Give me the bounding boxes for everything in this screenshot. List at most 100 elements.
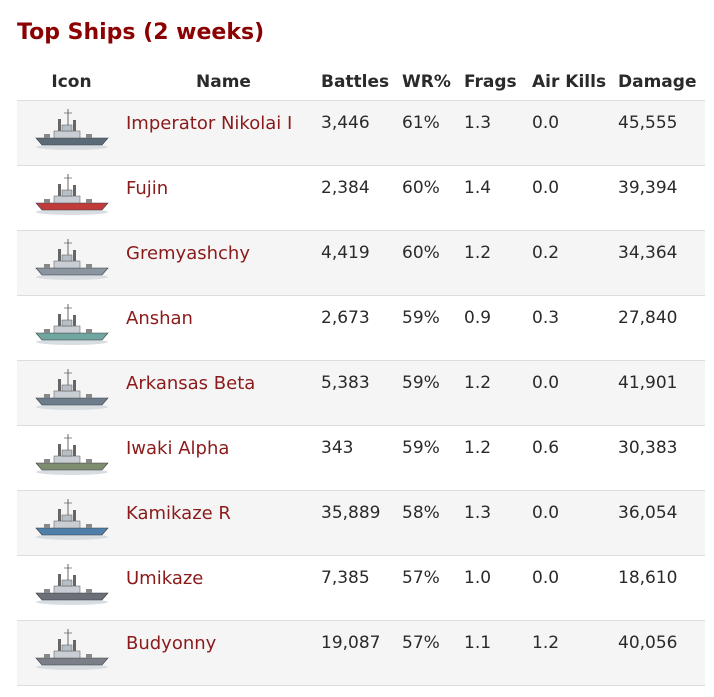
ship-name-cell: Gremyashchy bbox=[126, 230, 321, 296]
ship-icon-cell bbox=[17, 360, 126, 426]
frags-cell: 1.3 bbox=[464, 490, 532, 556]
ship-name-cell: Arkansas Beta bbox=[126, 360, 321, 426]
ship-name-cell: Imperator Nikolai I bbox=[126, 100, 321, 166]
table-header-row: Icon Name Battles WR% Frags Air Kills Da… bbox=[17, 63, 705, 101]
column-header-icon[interactable]: Icon bbox=[17, 63, 126, 101]
battles-cell: 2,384 bbox=[321, 165, 402, 231]
damage-cell: 18,610 bbox=[618, 555, 705, 621]
battles-cell: 7,385 bbox=[321, 555, 402, 621]
wr-cell: 59% bbox=[402, 425, 464, 491]
frags-cell: 0.9 bbox=[464, 295, 532, 361]
air-kills-cell: 0.0 bbox=[532, 555, 618, 621]
ship-name-cell: Fujin bbox=[126, 165, 321, 231]
wr-cell: 59% bbox=[402, 295, 464, 361]
ship-name-cell: Budyonny bbox=[126, 620, 321, 686]
ship-icon-cell bbox=[17, 295, 126, 361]
column-header-battles[interactable]: Battles bbox=[321, 63, 402, 101]
ship-icon-cell bbox=[17, 555, 126, 621]
damage-cell: 45,555 bbox=[618, 100, 705, 166]
ship-icon-cell bbox=[17, 230, 126, 296]
column-header-air-kills[interactable]: Air Kills bbox=[532, 63, 618, 101]
ship-name-cell: Iwaki Alpha bbox=[126, 425, 321, 491]
table-row[interactable]: Imperator Nikolai I 3,446 61% 1.3 0.0 45,555 bbox=[17, 100, 705, 166]
damage-cell: 39,394 bbox=[618, 165, 705, 231]
ship-name-link[interactable]: Anshan bbox=[126, 308, 193, 329]
ship-name-cell: Kamikaze R bbox=[126, 490, 321, 556]
damage-cell: 41,901 bbox=[618, 360, 705, 426]
frags-cell: 1.3 bbox=[464, 100, 532, 166]
column-header-name[interactable]: Name bbox=[126, 63, 321, 101]
battles-cell: 19,087 bbox=[321, 620, 402, 686]
ship-name-link[interactable]: Imperator Nikolai I bbox=[126, 113, 293, 134]
column-header-frags[interactable]: Frags bbox=[464, 63, 532, 101]
air-kills-cell: 0.0 bbox=[532, 100, 618, 166]
top-ships-table: Icon Name Battles WR% Frags Air Kills Da… bbox=[17, 63, 705, 686]
ship-name-link[interactable]: Budyonny bbox=[126, 633, 217, 654]
frags-cell: 1.0 bbox=[464, 555, 532, 621]
frags-cell: 1.2 bbox=[464, 230, 532, 296]
table-row[interactable]: Iwaki Alpha 343 59% 1.2 0.6 30,383 bbox=[17, 425, 705, 491]
page-title: Top Ships (2 weeks) bbox=[17, 20, 265, 45]
ship-icon bbox=[34, 564, 109, 605]
battles-cell: 2,673 bbox=[321, 295, 402, 361]
air-kills-cell: 0.3 bbox=[532, 295, 618, 361]
ship-name-link[interactable]: Umikaze bbox=[126, 568, 204, 589]
ship-icon bbox=[34, 369, 109, 410]
ship-icon-cell bbox=[17, 490, 126, 556]
frags-cell: 1.2 bbox=[464, 360, 532, 426]
wr-cell: 60% bbox=[402, 230, 464, 296]
ship-icon-cell bbox=[17, 425, 126, 491]
damage-cell: 30,383 bbox=[618, 425, 705, 491]
table-row[interactable]: Umikaze 7,385 57% 1.0 0.0 18,610 bbox=[17, 555, 705, 621]
wr-cell: 60% bbox=[402, 165, 464, 231]
table-row[interactable]: Budyonny 19,087 57% 1.1 1.2 40,056 bbox=[17, 620, 705, 686]
ship-icon-cell bbox=[17, 100, 126, 166]
ship-icon bbox=[34, 174, 109, 215]
damage-cell: 36,054 bbox=[618, 490, 705, 556]
ship-name-cell: Anshan bbox=[126, 295, 321, 361]
damage-cell: 40,056 bbox=[618, 620, 705, 686]
table-row[interactable]: Arkansas Beta 5,383 59% 1.2 0.0 41,901 bbox=[17, 360, 705, 426]
wr-cell: 59% bbox=[402, 360, 464, 426]
wr-cell: 58% bbox=[402, 490, 464, 556]
frags-cell: 1.4 bbox=[464, 165, 532, 231]
ship-icon bbox=[34, 304, 109, 345]
ship-name-link[interactable]: Gremyashchy bbox=[126, 243, 250, 264]
air-kills-cell: 0.6 bbox=[532, 425, 618, 491]
table-row[interactable]: Fujin 2,384 60% 1.4 0.0 39,394 bbox=[17, 165, 705, 231]
ship-name-link[interactable]: Arkansas Beta bbox=[126, 373, 256, 394]
table-row[interactable]: Gremyashchy 4,419 60% 1.2 0.2 34,364 bbox=[17, 230, 705, 296]
air-kills-cell: 0.0 bbox=[532, 360, 618, 426]
battles-cell: 5,383 bbox=[321, 360, 402, 426]
column-header-damage[interactable]: Damage bbox=[618, 63, 705, 101]
air-kills-cell: 1.2 bbox=[532, 620, 618, 686]
frags-cell: 1.2 bbox=[464, 425, 532, 491]
ship-icon bbox=[34, 239, 109, 280]
battles-cell: 343 bbox=[321, 425, 402, 491]
ship-icon bbox=[34, 499, 109, 540]
battles-cell: 3,446 bbox=[321, 100, 402, 166]
air-kills-cell: 0.0 bbox=[532, 490, 618, 556]
air-kills-cell: 0.2 bbox=[532, 230, 618, 296]
wr-cell: 57% bbox=[402, 555, 464, 621]
frags-cell: 1.1 bbox=[464, 620, 532, 686]
battles-cell: 35,889 bbox=[321, 490, 402, 556]
column-header-wr[interactable]: WR% bbox=[402, 63, 464, 101]
ship-name-link[interactable]: Kamikaze R bbox=[126, 503, 231, 524]
ship-icon-cell bbox=[17, 620, 126, 686]
ship-name-link[interactable]: Fujin bbox=[126, 178, 169, 199]
ship-icon bbox=[34, 109, 109, 150]
battles-cell: 4,419 bbox=[321, 230, 402, 296]
ship-icon bbox=[34, 629, 109, 670]
wr-cell: 61% bbox=[402, 100, 464, 166]
ship-name-cell: Umikaze bbox=[126, 555, 321, 621]
air-kills-cell: 0.0 bbox=[532, 165, 618, 231]
wr-cell: 57% bbox=[402, 620, 464, 686]
ship-icon-cell bbox=[17, 165, 126, 231]
table-row[interactable]: Anshan 2,673 59% 0.9 0.3 27,840 bbox=[17, 295, 705, 361]
damage-cell: 34,364 bbox=[618, 230, 705, 296]
ship-icon bbox=[34, 434, 109, 475]
table-row[interactable]: Kamikaze R 35,889 58% 1.3 0.0 36,054 bbox=[17, 490, 705, 556]
damage-cell: 27,840 bbox=[618, 295, 705, 361]
ship-name-link[interactable]: Iwaki Alpha bbox=[126, 438, 230, 459]
